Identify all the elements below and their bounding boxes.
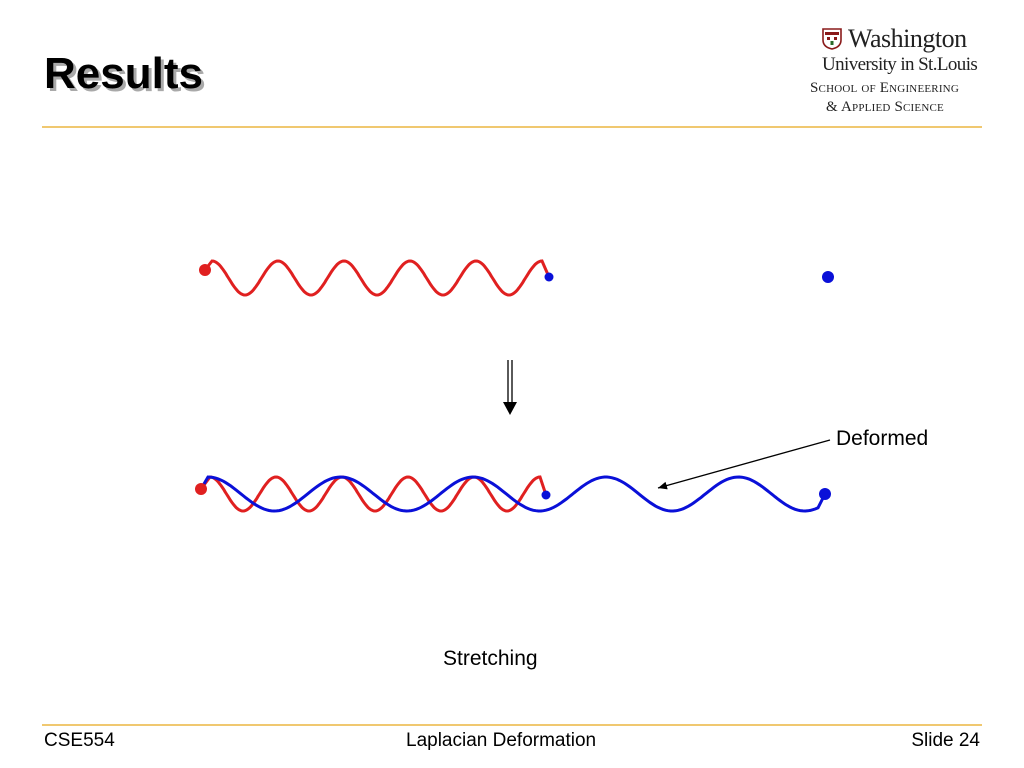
overlay-red-curve: [199, 475, 548, 513]
deformed-blue-curve: [199, 475, 827, 513]
overlay-blue-end-point: [541, 490, 551, 500]
deformed-label: Deformed: [836, 427, 929, 450]
down-arrow-icon: [503, 360, 517, 415]
university-crest-icon: [822, 28, 842, 50]
footer-divider: [42, 724, 982, 726]
footer-course: CSE554: [44, 730, 115, 751]
original-red-curve: [203, 259, 551, 297]
university-logo: Washington University in St.Louis School…: [808, 22, 988, 118]
original-red-handle: [199, 264, 211, 276]
footer-topic: Laplacian Deformation: [406, 730, 597, 751]
logo-line-university: University in St.Louis: [822, 54, 978, 75]
footer-slide-number: Slide 24: [911, 730, 980, 751]
logo-line-applied-science: & Applied Science: [826, 99, 944, 115]
deformed-blue-handle: [819, 488, 831, 500]
logo-line-school: School of Engineering: [810, 80, 959, 96]
logo-line-washington: Washington: [848, 24, 967, 53]
target-blue-handle: [822, 271, 834, 283]
slide-title: Results: [44, 49, 203, 98]
original-blue-end-point: [544, 272, 554, 282]
deformed-red-handle: [195, 483, 207, 495]
diagram-caption: Stretching: [443, 647, 538, 670]
deformed-pointer-arrow: [657, 439, 831, 490]
title-divider: [42, 126, 982, 128]
